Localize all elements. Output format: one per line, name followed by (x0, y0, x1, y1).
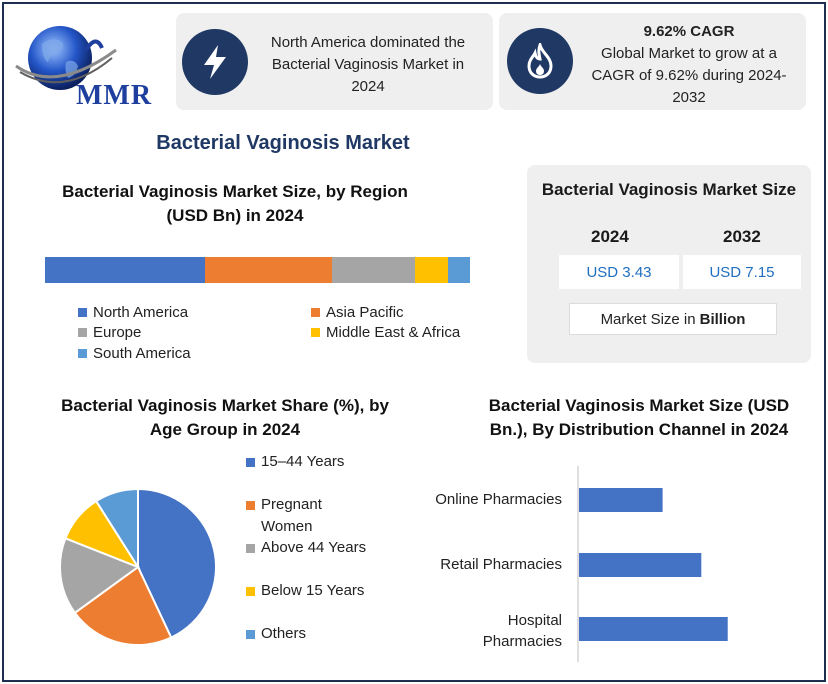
bar-online-pharmacies (579, 488, 663, 512)
legend-swatch (78, 308, 87, 317)
flame-icon (507, 28, 573, 94)
region-legend-item-south-america: South America (78, 345, 191, 362)
legend-swatch (246, 458, 255, 467)
highlight-text: North America dominated the Bacterial Va… (270, 34, 466, 95)
legend-swatch (246, 587, 255, 596)
legend-label: Europe (93, 324, 142, 341)
cagr-text-block: 9.62% CAGR Global Market to grow at a CA… (583, 21, 795, 109)
unit-label: Market Size in Billion (569, 303, 777, 335)
legend-swatch (78, 349, 87, 358)
category-label-online-pharmacies: Online Pharmacies (435, 491, 562, 508)
age-legend-item-below-15-years: Below 15 Years (246, 580, 376, 602)
legend-swatch (246, 544, 255, 553)
market-size-card: Bacterial Vaginosis Market Size 2024 203… (527, 165, 811, 363)
age-legend-item-above-44-years: Above 44 Years (246, 537, 376, 559)
region-segment-north-america (45, 257, 205, 283)
age-legend-item-15-44-years: 15–44 Years (246, 451, 376, 473)
mmr-logo: MMR (12, 22, 172, 111)
highlight-card-region: North America dominated the Bacterial Va… (176, 13, 493, 110)
region-segment-south-america (447, 257, 470, 283)
age-legend-item-others: Others (246, 623, 376, 645)
value-2032: USD 7.15 (683, 255, 801, 289)
region-chart-title: Bacterial Vaginosis Market Size, by Regi… (62, 182, 408, 225)
brand-name: MMR (76, 80, 153, 111)
category-label-hospital-pharmacies: Hospital Pharmacies (483, 612, 562, 650)
year-2024: 2024 (591, 227, 629, 246)
region-segment-europe (332, 257, 416, 283)
year-2032: 2032 (723, 227, 761, 246)
region-legend-item-asia-pacific: Asia Pacific (311, 304, 404, 321)
highlight-card-cagr: 9.62% CAGR Global Market to grow at a CA… (499, 13, 806, 110)
legend-swatch (246, 501, 255, 510)
distribution-chart-title: Bacterial Vaginosis Market Size (USD Bn.… (488, 396, 790, 439)
cagr-title: 9.62% CAGR (643, 23, 735, 40)
legend-swatch (311, 328, 320, 337)
pie-slice-pregnant-women (73, 565, 173, 646)
cagr-description: Global Market to grow at a CAGR of 9.62%… (591, 45, 787, 106)
region-segment-middle-east-africa (415, 257, 448, 283)
category-label-retail-pharmacies: Retail Pharmacies (440, 556, 562, 573)
region-stacked-bar (45, 257, 470, 283)
lightning-icon (182, 29, 248, 95)
pie-slice-15-44-years (137, 487, 217, 639)
unit-prefix: Market Size in (600, 310, 696, 328)
legend-label: Asia Pacific (326, 304, 404, 321)
bar-retail-pharmacies (579, 553, 702, 577)
legend-label: 15–44 Years (261, 453, 345, 470)
value-2024: USD 3.43 (559, 255, 679, 289)
legend-swatch (311, 308, 320, 317)
legend-swatch (78, 328, 87, 337)
bar-hospital-pharmacies (579, 617, 728, 641)
age-pie-chart (59, 487, 217, 646)
legend-label: Below 15 Years (261, 582, 365, 599)
region-legend-item-north-america: North America (78, 304, 188, 321)
legend-label: Above 44 Years (261, 539, 367, 556)
legend-label: Middle East & Africa (326, 324, 461, 341)
legend-label: South America (93, 345, 191, 362)
globe-icon (15, 26, 117, 90)
region-legend-item-middle-east-africa: Middle East & Africa (311, 324, 460, 341)
pie-slice-above-44-years (59, 536, 141, 615)
pie-slice-others (94, 487, 139, 571)
legend-label: Others (261, 625, 307, 642)
region-legend-item-europe: Europe (78, 324, 141, 341)
market-size-title: Bacterial Vaginosis Market Size (541, 180, 797, 199)
distribution-bar-chart: Online Pharmacies Retail Pharmacies Hospit… (435, 466, 728, 662)
legend-label: North America (93, 304, 189, 321)
age-chart-title: Bacterial Vaginosis Market Share (%), by… (61, 396, 389, 439)
unit-bold: Billion (699, 310, 746, 328)
main-title: Bacterial Vaginosis Market (156, 132, 410, 154)
legend-label: Pregnant Women (261, 496, 322, 535)
age-legend-item-pregnant-women: Pregnant Women (246, 494, 376, 538)
legend-swatch (246, 630, 255, 639)
region-segment-asia-pacific (204, 257, 333, 283)
